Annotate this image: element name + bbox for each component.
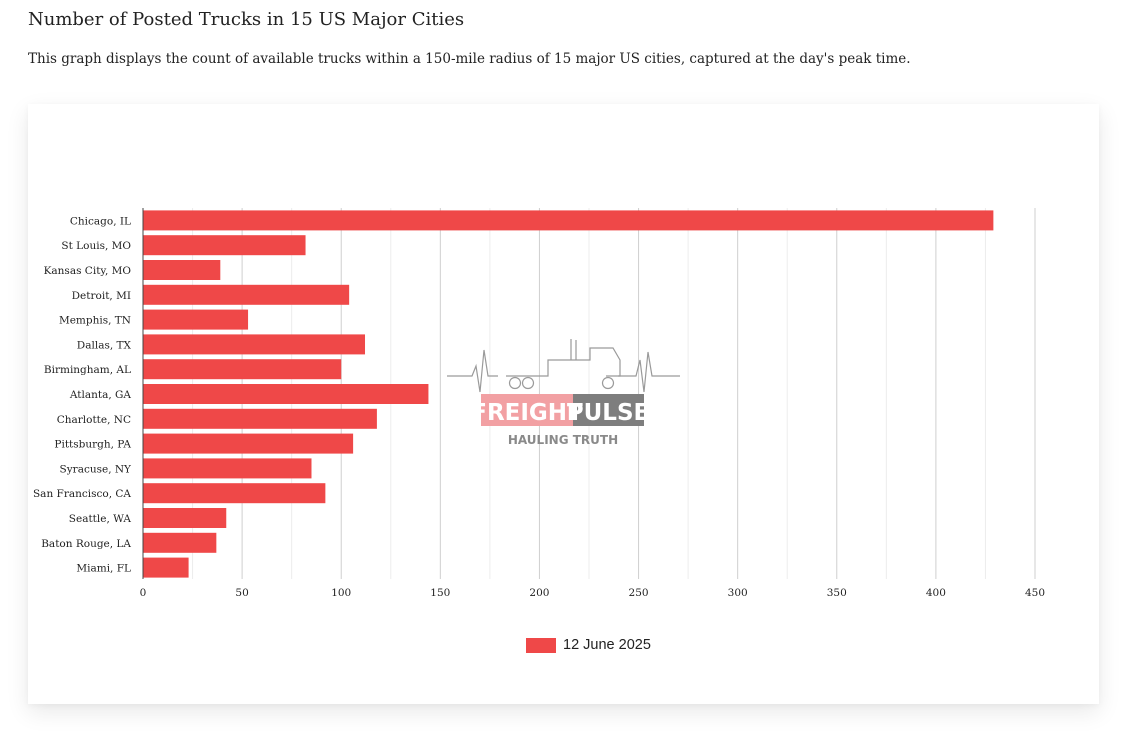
y-tick-label: St Louis, MO: [61, 240, 131, 252]
y-axis-labels: Chicago, IL St Louis, MO Kansas City, MO De…: [33, 215, 132, 574]
legend-swatch: [526, 637, 556, 653]
bar: [143, 334, 366, 355]
bar: [143, 433, 354, 454]
watermark-tagline: HAULING TRUTH: [508, 433, 618, 447]
y-tick-label: Detroit, MI: [72, 290, 131, 302]
y-tick-label: Miami, FL: [76, 563, 131, 575]
page-subtitle: This graph displays the count of availab…: [28, 51, 911, 67]
watermark-left-box: [481, 394, 573, 426]
grid-lines: [192, 208, 1036, 579]
legend: 12 June 2025: [526, 637, 651, 653]
x-tick-label: 300: [728, 587, 748, 599]
y-tick-label: San Francisco, CA: [33, 488, 131, 500]
y-tick-label: Dallas, TX: [77, 339, 132, 351]
watermark-right-box: [573, 394, 644, 426]
x-tick-label: 350: [827, 587, 847, 599]
y-tick-label: Atlanta, GA: [69, 389, 132, 401]
y-tick-label: Birmingham, AL: [44, 364, 131, 376]
bar: [143, 483, 326, 504]
x-tick-label: 50: [235, 587, 248, 599]
x-tick-label: 0: [140, 587, 147, 599]
legend-label: 12 June 2025: [563, 637, 651, 653]
watermark: FREIGHT PULSE HAULING TRUTH: [447, 339, 680, 447]
x-tick-label: 200: [529, 587, 549, 599]
y-tick-label: Memphis, TN: [59, 315, 131, 327]
x-tick-label: 250: [629, 587, 649, 599]
watermark-brand-right: PULSE: [567, 400, 649, 426]
bar: [143, 408, 377, 429]
y-tick-label: Baton Rouge, LA: [41, 538, 131, 550]
bar: [143, 235, 306, 256]
bars: [143, 210, 994, 578]
bar: [143, 359, 342, 380]
bar: [143, 384, 429, 404]
x-tick-label: 150: [430, 587, 450, 599]
bar: [143, 557, 189, 578]
x-axis-labels: 0 50 100 150 200 250 300 350 400 450: [140, 587, 1045, 599]
watermark-brand-left: FREIGHT: [471, 400, 583, 426]
bar: [143, 210, 994, 231]
chart-card: FREIGHT PULSE HAULING TRUTH Chicago, IL S…: [28, 104, 1099, 704]
y-tick-label: Charlotte, NC: [57, 414, 131, 426]
y-tick-label: Seattle, WA: [69, 513, 132, 525]
bar: [143, 309, 249, 330]
y-tick-label: Chicago, IL: [70, 215, 131, 227]
bar: [143, 284, 350, 305]
y-tick-label: Syracuse, NY: [60, 463, 133, 475]
x-tick-label: 450: [1025, 587, 1045, 599]
bar: [143, 532, 217, 553]
y-tick-label: Pittsburgh, PA: [54, 439, 131, 451]
y-tick-label: Kansas City, MO: [44, 265, 132, 277]
x-tick-label: 400: [926, 587, 946, 599]
page-title: Number of Posted Trucks in 15 US Major C…: [28, 9, 465, 30]
truck-heartbeat-icon: [447, 339, 680, 393]
bar-chart: FREIGHT PULSE HAULING TRUTH Chicago, IL S…: [33, 208, 1045, 599]
x-tick-label: 100: [331, 587, 351, 599]
bar: [143, 508, 227, 528]
bar: [143, 260, 221, 280]
bar: [143, 458, 312, 479]
